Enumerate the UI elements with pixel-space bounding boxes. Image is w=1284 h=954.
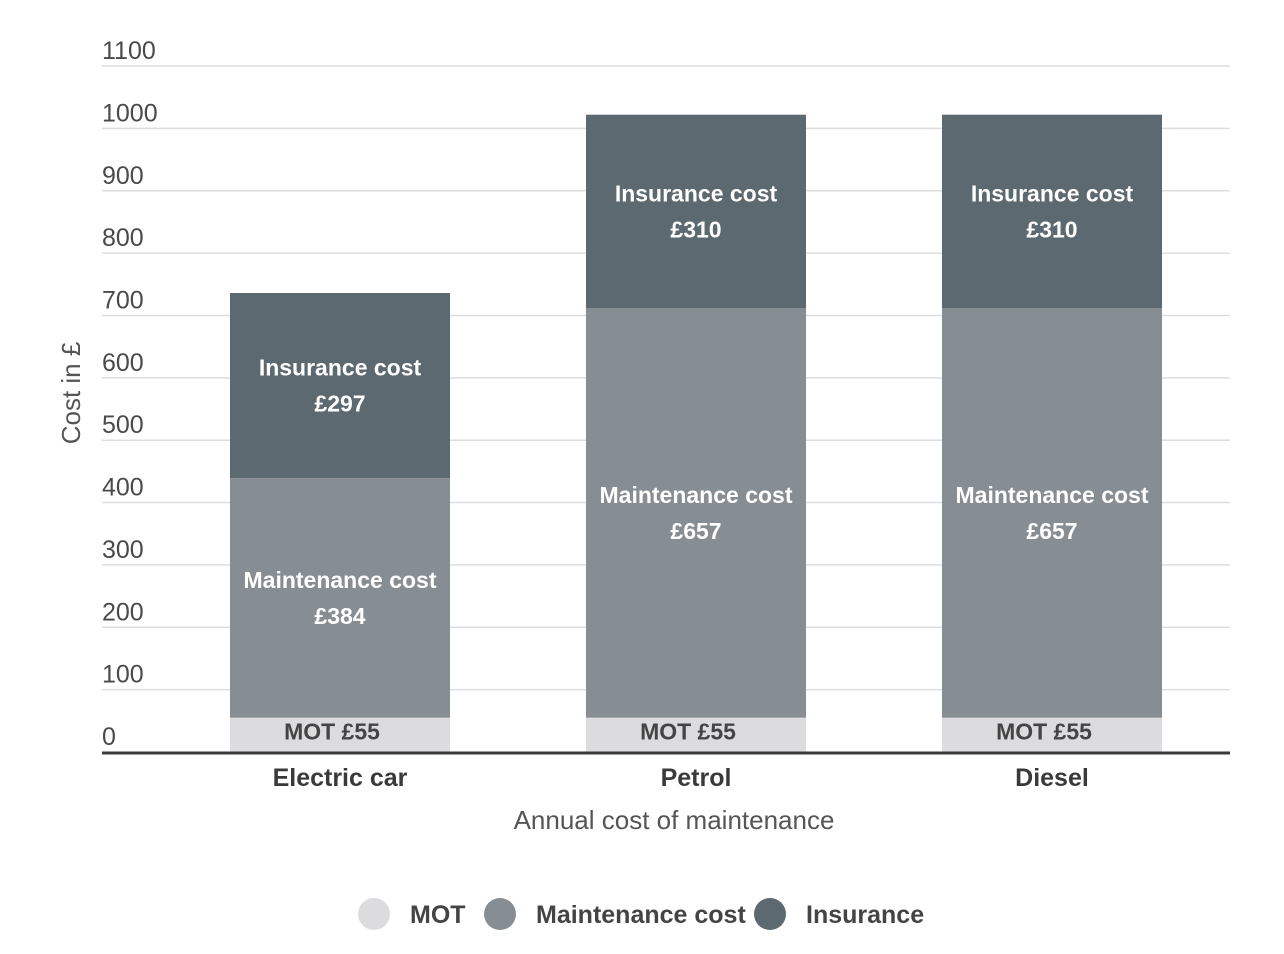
bar-segment-maintenance-cost <box>942 307 1162 718</box>
bar-data-label: £657 <box>1026 518 1077 544</box>
y-axis-title: Cost in £ <box>56 341 86 444</box>
y-tick-label: 0 <box>102 723 116 751</box>
legend-label: MOT <box>410 901 466 929</box>
bar-data-label: Insurance cost <box>615 180 778 206</box>
bar-data-label: £657 <box>670 518 721 544</box>
legend-label: Maintenance cost <box>536 901 746 929</box>
y-tick-label: 600 <box>102 349 144 377</box>
bar-data-label: £384 <box>314 603 365 629</box>
bar-segment-mot <box>586 717 806 752</box>
y-tick-label: 900 <box>102 162 144 190</box>
y-axis-ticks: 0 100 200 300 400 500 600 700 800 900 1000 1100 <box>102 37 158 751</box>
y-tick-label: 100 <box>102 661 144 689</box>
bar-data-label: £310 <box>1026 216 1077 242</box>
x-category-label: Petrol <box>661 764 732 792</box>
legend-swatch <box>484 898 516 930</box>
x-axis-categories: Electric car Petrol Diesel <box>273 764 1089 792</box>
y-tick-label: 1000 <box>102 99 158 127</box>
bar-data-label: MOT £55 <box>640 719 736 745</box>
bars: MOT £55 Maintenance cost £384 Insurance cos… <box>230 114 1162 752</box>
legend-swatch <box>754 898 786 930</box>
legend-label: Insurance <box>806 901 924 929</box>
x-category-label: Electric car <box>273 764 408 792</box>
bar-segment-mot <box>230 717 450 752</box>
bar-segment-insurance <box>942 114 1162 308</box>
y-tick-label: 500 <box>102 411 144 439</box>
bar-segment-maintenance-cost <box>586 307 806 718</box>
y-tick-label: 400 <box>102 474 144 502</box>
bar-data-label: Maintenance cost <box>244 567 437 593</box>
bar-data-label: MOT £55 <box>284 719 380 745</box>
bar-data-label: Maintenance cost <box>600 482 793 508</box>
y-tick-label: 700 <box>102 286 144 314</box>
y-tick-label: 800 <box>102 224 144 252</box>
y-tick-label: 200 <box>102 598 144 626</box>
x-axis-title: Annual cost of maintenance <box>514 805 835 835</box>
bar-segment-maintenance-cost <box>230 478 450 718</box>
bar-data-label: £310 <box>670 216 721 242</box>
x-category-label: Diesel <box>1015 764 1089 792</box>
bar-data-label: Insurance cost <box>971 180 1134 206</box>
bar-segment-mot <box>942 717 1162 752</box>
bar-data-label: MOT £55 <box>996 719 1092 745</box>
legend-swatch <box>358 898 390 930</box>
bar-segment-insurance <box>230 293 450 479</box>
y-tick-label: 1100 <box>102 37 156 65</box>
bar-data-label: £297 <box>314 391 365 417</box>
y-tick-label: 300 <box>102 536 144 564</box>
bar-segment-insurance <box>586 114 806 308</box>
bar-data-label: Insurance cost <box>259 355 422 381</box>
legend: MOT Maintenance cost Insurance <box>358 898 924 930</box>
bar-data-label: Maintenance cost <box>956 482 1149 508</box>
